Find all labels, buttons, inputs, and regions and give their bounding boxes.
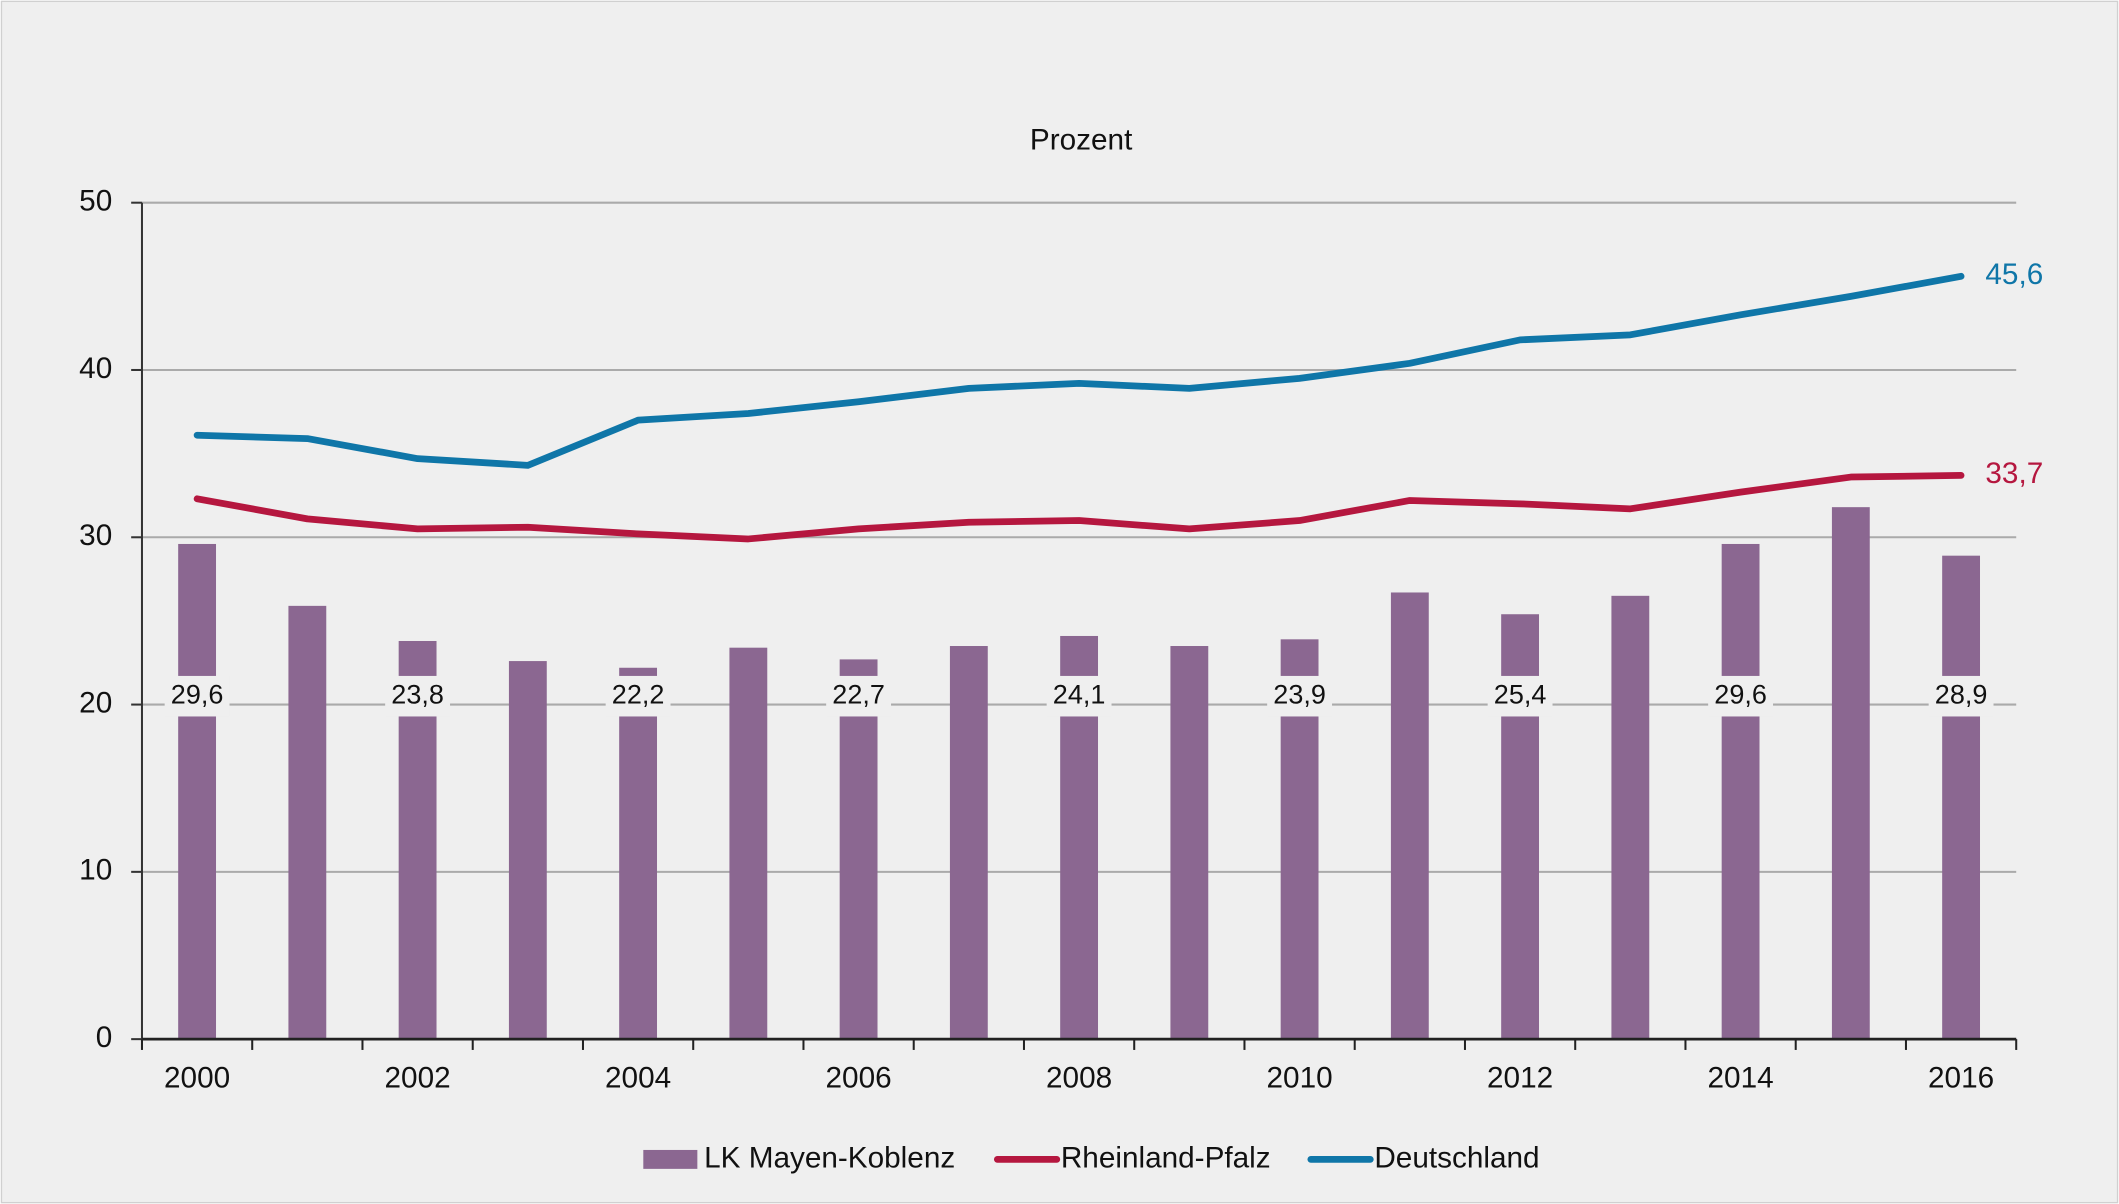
data-label-bg [385,675,451,717]
bar [619,667,658,1040]
data-label: 25,4 [1494,679,1547,709]
x-tick-label: 2008 [1046,1062,1112,1095]
x-tick-label: 2000 [164,1062,230,1095]
bar [288,605,327,1040]
data-label: 24,1 [1053,679,1106,709]
y-tick-label: 50 [79,185,112,218]
x-tick-label: 2004 [605,1062,671,1095]
data-label-bg [1046,675,1112,717]
x-tick-label: 2006 [826,1062,892,1095]
y-tick-label: 20 [79,686,112,719]
data-label-bg [605,675,671,717]
legend-label: Rheinland-Pfalz [1061,1141,1271,1174]
data-label: 23,8 [391,679,444,709]
line [193,272,1965,469]
data-label: 23,9 [1273,679,1326,709]
bar [1611,595,1650,1040]
data-label: 22,7 [832,679,885,709]
data-label-bg [1928,675,1994,717]
y-tick-label: 0 [96,1021,113,1054]
x-tick-label: 2010 [1267,1062,1333,1095]
x-tick-label: 2002 [385,1062,451,1095]
bar [1721,543,1760,1040]
data-label-bg [826,675,892,717]
data-label: 29,6 [1714,679,1767,709]
bar [839,659,878,1040]
data-label-bg [1708,675,1774,717]
x-tick-label: 2012 [1487,1062,1553,1095]
y-tick-label: 40 [79,352,112,385]
bar [1831,507,1870,1040]
x-tick-label: 2016 [1928,1062,1994,1095]
data-label: 45,6 [1985,258,2043,291]
data-label: 33,7 [1985,457,2043,490]
bar [178,543,217,1040]
data-label: 22,2 [612,679,665,709]
y-tick-label: 30 [79,519,112,552]
line [193,471,1965,543]
data-label-bg [1267,675,1333,717]
legend-swatch [643,1149,698,1169]
data-label-bg [164,675,230,717]
data-label: 28,9 [1935,679,1988,709]
legend-label: LK Mayen-Koblenz [704,1141,955,1174]
legend-label: Deutschland [1374,1141,1539,1174]
bar [1170,646,1209,1040]
bar [949,646,988,1040]
chart-title: Prozent [1030,124,1133,157]
bar [508,661,547,1040]
x-tick-label: 2014 [1708,1062,1774,1095]
data-label-bg [1487,675,1553,717]
data-label: 29,6 [171,679,224,709]
bar [1390,592,1429,1040]
y-tick-label: 10 [79,854,112,887]
bar [1942,555,1981,1040]
bar [729,647,768,1040]
